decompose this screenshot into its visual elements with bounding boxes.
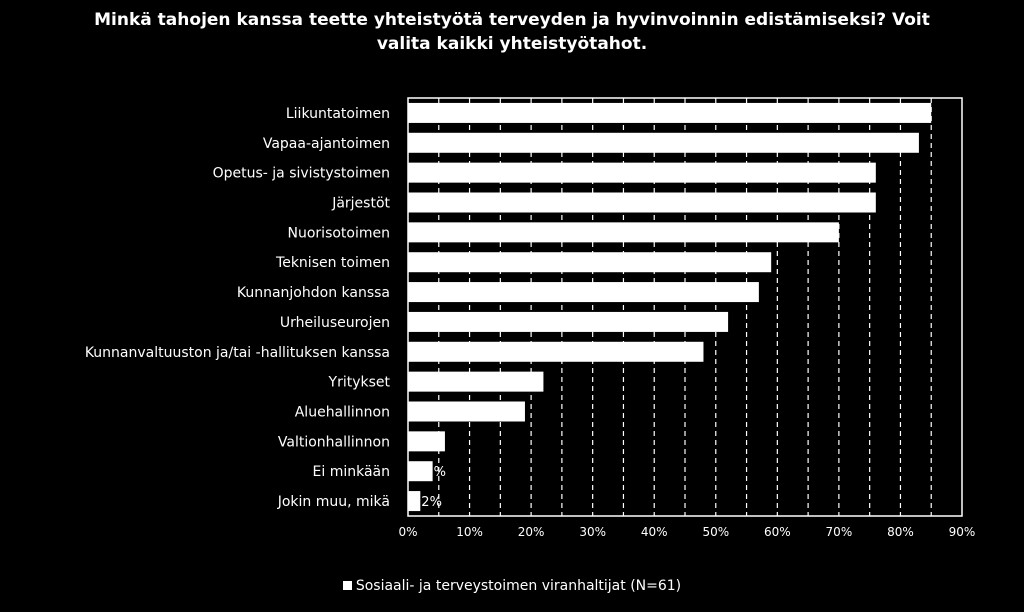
bar <box>408 162 876 183</box>
category-label: Ei minkään <box>313 464 390 480</box>
bar <box>408 311 729 332</box>
bar <box>408 132 919 153</box>
category-label: Kunnanjohdon kanssa <box>237 285 390 301</box>
bar <box>408 282 759 303</box>
category-label: Vapaa-ajantoimen <box>263 136 390 152</box>
bar <box>408 431 445 452</box>
bar <box>408 252 772 273</box>
chart-title-line-2: valita kaikki yhteistyötahot. <box>376 34 648 54</box>
category-label: Nuorisotoimen <box>288 225 390 241</box>
bar <box>408 341 704 362</box>
bar <box>408 371 544 392</box>
bar <box>408 461 433 482</box>
x-tick-label: 20% <box>518 525 545 539</box>
legend: Sosiaali- ja terveystoimen viranhaltijat… <box>0 578 1024 594</box>
data-label: % <box>434 465 446 480</box>
x-tick-label: 60% <box>764 525 791 539</box>
x-tick-label: 80% <box>887 525 914 539</box>
category-label: Jokin muu, mikä <box>277 494 390 510</box>
bar <box>408 401 525 422</box>
category-label: Yritykset <box>328 375 391 391</box>
plot-frame <box>407 97 963 517</box>
x-tick-label: 50% <box>702 525 729 539</box>
x-tick-label: 10% <box>456 525 483 539</box>
category-label: Valtionhallinnon <box>278 434 390 450</box>
x-tick-label: 90% <box>949 525 976 539</box>
bar <box>408 192 876 213</box>
category-label: Teknisen toimen <box>275 255 390 271</box>
data-label: 2% <box>421 495 442 510</box>
x-tick-label: 30% <box>579 525 606 539</box>
chart-title: Minkä tahojen kanssa teette yhteistyötä … <box>0 8 1024 56</box>
legend-swatch <box>342 581 352 590</box>
bar <box>408 491 421 512</box>
bar <box>408 222 839 243</box>
category-label: Liikuntatoimen <box>286 106 390 122</box>
x-tick-label: 40% <box>641 525 668 539</box>
category-label: Opetus- ja sivistystoimen <box>213 166 390 182</box>
category-label: Urheiluseurojen <box>280 315 390 331</box>
chart-title-line-1: Minkä tahojen kanssa teette yhteistyötä … <box>94 10 930 30</box>
legend-label: Sosiaali- ja terveystoimen viranhaltijat… <box>355 578 682 594</box>
category-label: Aluehallinnon <box>295 405 390 421</box>
x-tick-label: 70% <box>826 525 853 539</box>
bar <box>408 102 932 123</box>
x-tick-label: 0% <box>398 525 417 539</box>
category-label: Järjestöt <box>331 196 390 212</box>
category-label: Kunnanvaltuuston ja/tai -hallituksen kan… <box>85 345 390 361</box>
